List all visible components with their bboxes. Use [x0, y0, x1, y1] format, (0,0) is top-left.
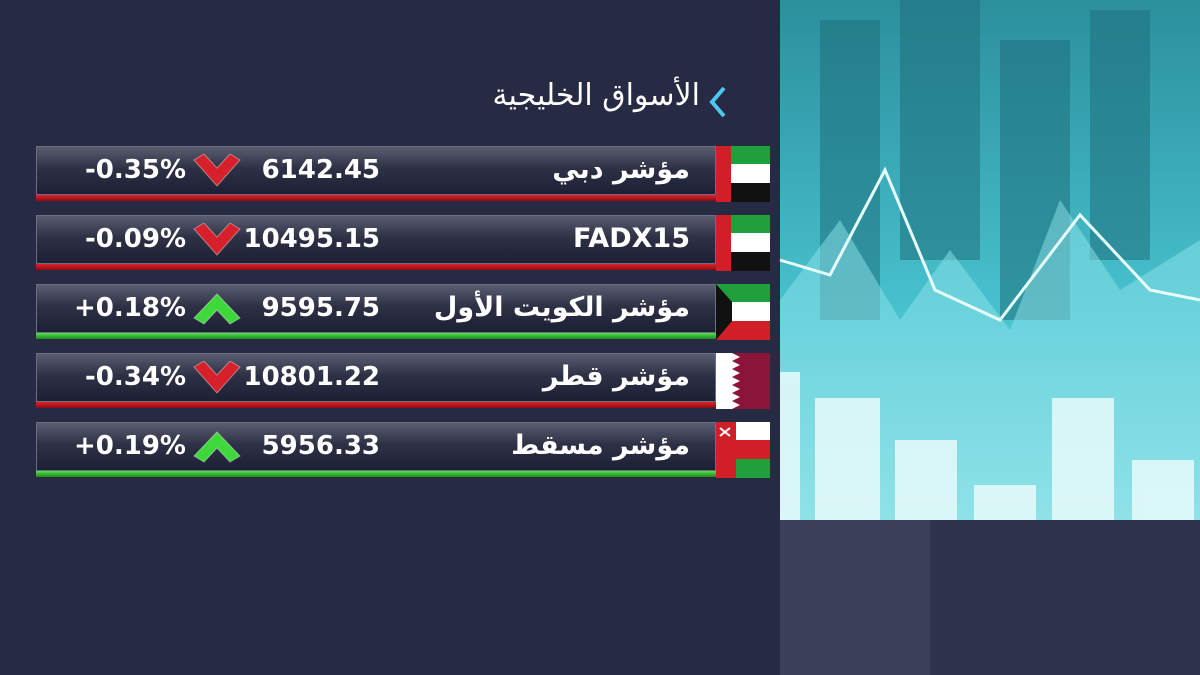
index-value: 5956.33	[261, 431, 380, 461]
trend-arrow	[193, 154, 241, 187]
flag-uae	[716, 215, 770, 271]
index-name: مؤشر مسقط	[511, 430, 690, 461]
index-row: FADX15 10495.15 -0.09%	[36, 215, 770, 271]
index-name: مؤشر دبي	[552, 154, 690, 185]
index-change: +0.18%	[74, 293, 186, 323]
flag-qatar	[716, 353, 770, 409]
index-name: FADX15	[572, 223, 690, 254]
index-name: مؤشر الكويت الأول	[433, 292, 690, 323]
index-row: مؤشر قطر 10801.22 -0.34%	[36, 353, 770, 409]
index-change: -0.09%	[85, 224, 186, 254]
trend-arrow	[193, 293, 241, 325]
flag-oman	[716, 422, 770, 478]
trend-arrow	[193, 431, 241, 463]
trend-line	[36, 402, 716, 408]
trend-line	[36, 195, 716, 201]
index-row: مؤشر مسقط 5956.33 +0.19%	[36, 422, 770, 478]
row-panel	[36, 215, 716, 264]
index-change: -0.34%	[85, 362, 186, 392]
index-value: 9595.75	[261, 293, 380, 323]
row-panel	[36, 353, 716, 402]
index-name: مؤشر قطر	[542, 361, 690, 392]
row-panel	[36, 146, 716, 195]
trend-arrow	[193, 361, 241, 394]
index-change: +0.19%	[74, 431, 186, 461]
index-change: -0.35%	[85, 155, 186, 185]
index-row: مؤشر الكويت الأول 9595.75 +0.18%	[36, 284, 770, 340]
index-value: 6142.45	[261, 155, 380, 185]
index-value: 10495.15	[243, 224, 380, 254]
flag-uae	[716, 146, 770, 202]
index-row: مؤشر دبي 6142.45 -0.35%	[36, 146, 770, 202]
row-panel	[36, 422, 716, 471]
title: الأسواق الخليجية	[492, 78, 700, 113]
flag-kuwait	[716, 284, 770, 340]
trend-line	[36, 264, 716, 270]
chevron-icon	[709, 86, 726, 118]
row-panel	[36, 284, 716, 333]
trend-line	[36, 471, 716, 477]
trend-arrow	[193, 223, 241, 256]
trend-line	[36, 333, 716, 339]
index-value: 10801.22	[243, 362, 380, 392]
